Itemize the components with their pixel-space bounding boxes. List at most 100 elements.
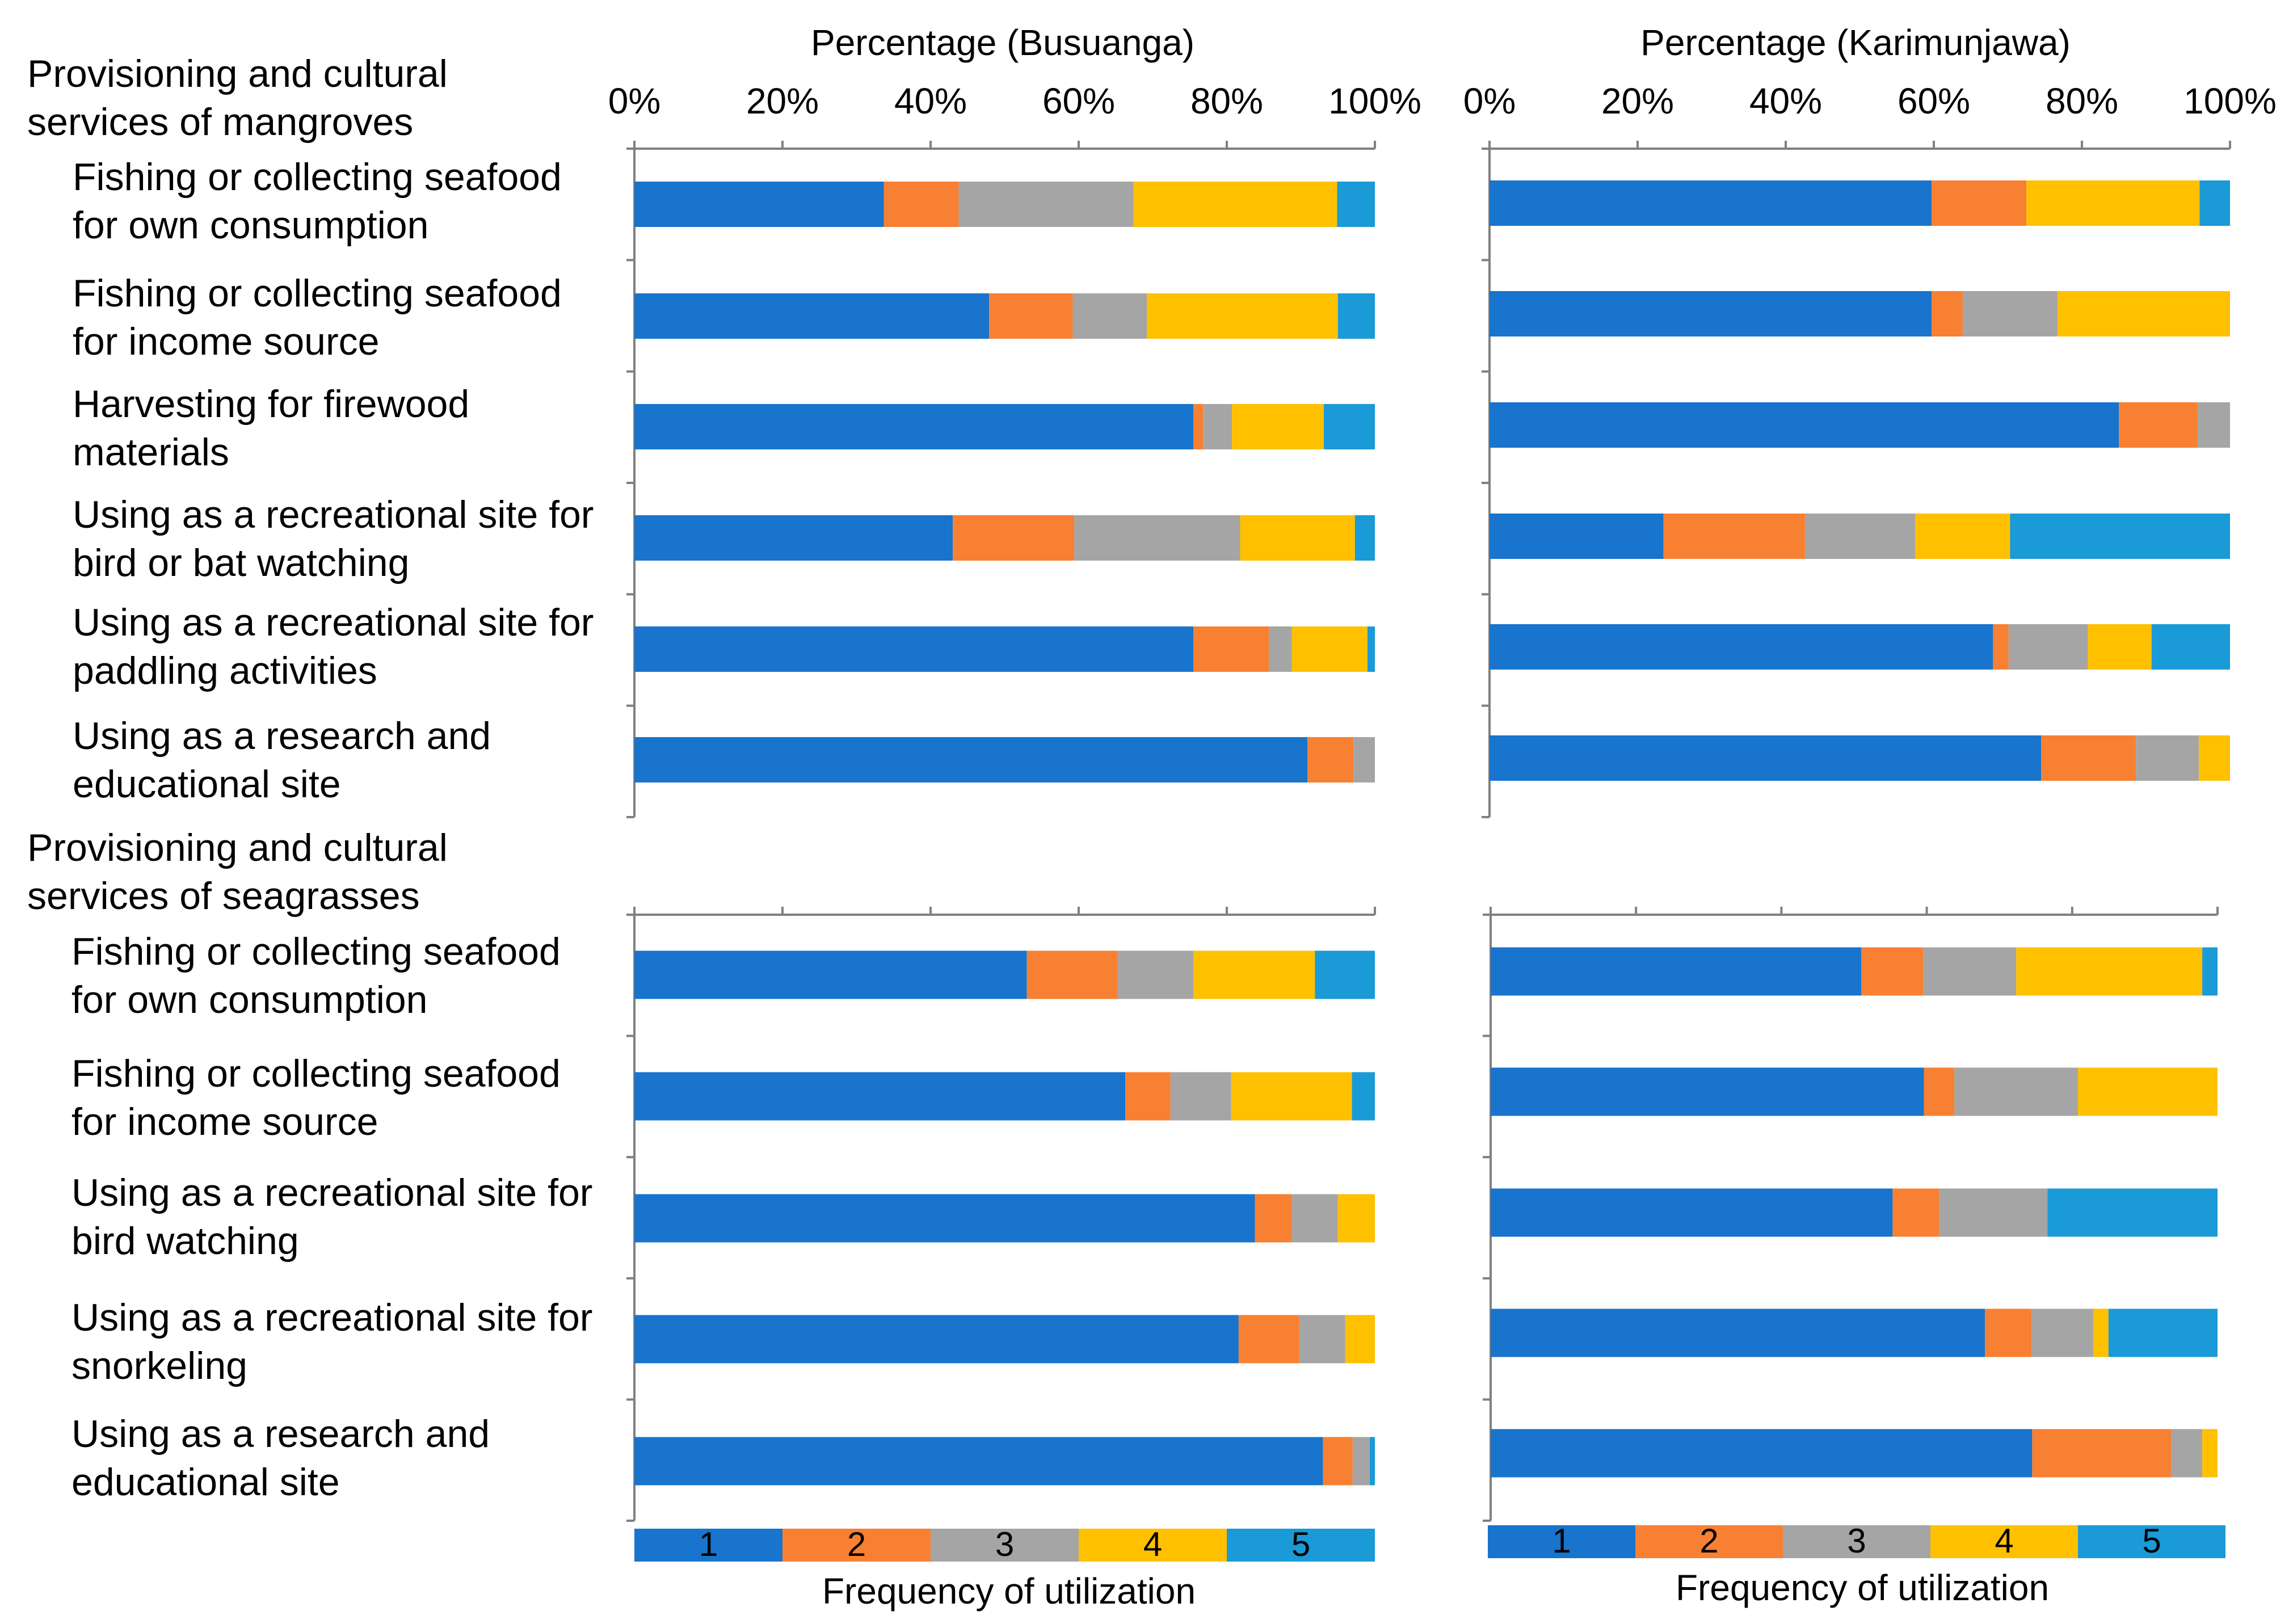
bar-busuanga-seagrasses-row3-level1 <box>634 1315 1239 1364</box>
bar-busuanga-mangroves-row4-level4 <box>1291 626 1368 672</box>
bar-karimunjawa-mangroves-row4-level5 <box>2151 624 2230 670</box>
bar-karimunjawa-mangroves-row5-level3 <box>2136 735 2199 781</box>
x-tick-label-karimunjawa-4: 80% <box>2046 81 2118 121</box>
bar-karimunjawa-seagrasses-row3-level1 <box>1491 1309 1985 1357</box>
bar-busuanga-mangroves-row4-level3 <box>1269 626 1292 672</box>
bar-busuanga-seagrasses-row0-level1 <box>634 950 1027 999</box>
bar-busuanga-seagrasses-row0-level2 <box>1026 950 1118 999</box>
bar-busuanga-seagrasses-row4-level5 <box>1369 1437 1375 1486</box>
bar-busuanga-seagrasses-row2-level1 <box>634 1194 1255 1243</box>
category-label-seagrasses-2-line1: Using as a recreational site for <box>71 1171 592 1214</box>
bar-karimunjawa-seagrasses-row2-level3 <box>1939 1188 2048 1237</box>
bar-karimunjawa-mangroves-row4-level3 <box>2008 624 2088 670</box>
bar-karimunjawa-seagrasses-row0-level1 <box>1491 947 1862 996</box>
bar-busuanga-seagrasses-row1-level5 <box>1352 1072 1375 1121</box>
bar-busuanga-mangroves-row0-level4 <box>1133 182 1337 227</box>
legend-title-karimunjawa: Frequency of utilization <box>1676 1567 2049 1608</box>
legend-label-karimunjawa-3: 3 <box>1847 1522 1866 1560</box>
bar-karimunjawa-seagrasses-row0-level2 <box>1861 947 1924 996</box>
legend-title-busuanga: Frequency of utilization <box>822 1571 1196 1612</box>
bar-busuanga-mangroves-row5-level1 <box>634 737 1308 782</box>
bar-karimunjawa-mangroves-row2-level3 <box>2197 402 2230 448</box>
category-label-mangroves-1-line2: for income source <box>73 320 379 363</box>
bar-busuanga-mangroves-row1-level5 <box>1337 293 1375 339</box>
legend-swatch-karimunjawa-5 <box>2078 1525 2225 1558</box>
bar-karimunjawa-mangroves-row0-level1 <box>1490 180 1932 226</box>
category-label-seagrasses-3-line1: Using as a recreational site for <box>71 1296 592 1339</box>
bar-busuanga-mangroves-row2-level2 <box>1193 404 1204 449</box>
bar-karimunjawa-mangroves-row1-level4 <box>2057 291 2230 336</box>
bar-busuanga-seagrasses-row1-level4 <box>1231 1072 1352 1121</box>
legend-label-karimunjawa-2: 2 <box>1699 1522 1718 1560</box>
section-title-seagrasses-line2: services of seagrasses <box>27 874 420 918</box>
bar-busuanga-mangroves-row3-level2 <box>953 515 1075 561</box>
x-tick-label-busuanga-1: 20% <box>746 81 819 121</box>
bar-busuanga-mangroves-row2-level5 <box>1323 404 1375 449</box>
bar-karimunjawa-mangroves-row5-level4 <box>2199 735 2230 781</box>
category-label-seagrasses-3-line2: snorkeling <box>71 1344 247 1387</box>
bar-busuanga-seagrasses-row3-level4 <box>1345 1315 1375 1364</box>
x-tick-label-karimunjawa-3: 60% <box>1897 81 1970 121</box>
bar-busuanga-seagrasses-row2-level2 <box>1255 1194 1292 1243</box>
bar-karimunjawa-seagrasses-row3-level5 <box>2108 1309 2218 1357</box>
category-label-seagrasses-2-line2: bird watching <box>71 1219 299 1263</box>
category-label-seagrasses-0-line2: for own consumption <box>71 978 427 1021</box>
bar-karimunjawa-mangroves-row2-level2 <box>2119 402 2198 448</box>
bar-busuanga-seagrasses-row4-level1 <box>634 1437 1323 1486</box>
bar-karimunjawa-mangroves-row4-level1 <box>1490 624 1993 670</box>
legend-label-karimunjawa-5: 5 <box>2142 1522 2161 1560</box>
bar-busuanga-mangroves-row1-level4 <box>1147 293 1338 339</box>
bar-busuanga-mangroves-row3-level4 <box>1240 515 1355 561</box>
legend-swatch-busuanga-4 <box>1079 1529 1227 1562</box>
category-label-mangroves-5-line2: educational site <box>73 763 341 806</box>
category-label-mangroves-2-line1: Harvesting for firewood <box>73 382 469 426</box>
bar-busuanga-seagrasses-row2-level4 <box>1337 1194 1375 1243</box>
legend-label-busuanga-5: 5 <box>1291 1525 1310 1563</box>
legend-label-busuanga-2: 2 <box>847 1525 866 1563</box>
legend-swatch-busuanga-1 <box>634 1529 782 1562</box>
bar-karimunjawa-seagrasses-row0-level3 <box>1923 947 2017 996</box>
panel-title-busuanga: Percentage (Busuanga) <box>811 22 1194 63</box>
category-label-seagrasses-4-line1: Using as a research and <box>71 1412 490 1455</box>
bar-busuanga-mangroves-row5-level3 <box>1353 737 1375 782</box>
bar-busuanga-mangroves-row2-level4 <box>1232 404 1324 449</box>
bar-busuanga-mangroves-row3-level1 <box>634 515 953 561</box>
bar-busuanga-mangroves-row3-level5 <box>1354 515 1375 561</box>
x-tick-label-karimunjawa-0: 0% <box>1463 81 1516 121</box>
legend-swatch-karimunjawa-2 <box>1635 1525 1783 1558</box>
bar-busuanga-mangroves-row4-level2 <box>1193 626 1269 672</box>
category-label-mangroves-2-line2: materials <box>73 431 229 474</box>
x-tick-label-busuanga-0: 0% <box>608 81 661 121</box>
category-label-mangroves-0-line1: Fishing or collecting seafood <box>73 155 562 199</box>
bar-busuanga-mangroves-row0-level3 <box>958 182 1134 227</box>
bar-karimunjawa-seagrasses-row4-level1 <box>1491 1429 2033 1478</box>
category-label-mangroves-4-line1: Using as a recreational site for <box>73 601 594 644</box>
bar-busuanga-mangroves-row2-level3 <box>1203 404 1232 449</box>
bar-busuanga-seagrasses-row3-level3 <box>1299 1315 1345 1364</box>
bar-busuanga-seagrasses-row1-level2 <box>1125 1072 1171 1121</box>
bar-karimunjawa-seagrasses-row1-level4 <box>2078 1067 2218 1116</box>
category-label-seagrasses-0-line1: Fishing or collecting seafood <box>71 930 561 973</box>
category-label-mangroves-0-line2: for own consumption <box>73 204 428 247</box>
bar-busuanga-mangroves-row0-level2 <box>883 182 959 227</box>
bar-karimunjawa-mangroves-row5-level1 <box>1490 735 2042 781</box>
bar-karimunjawa-mangroves-row3-level1 <box>1490 514 1664 559</box>
bar-karimunjawa-seagrasses-row4-level2 <box>2032 1429 2172 1478</box>
category-label-mangroves-4-line2: paddling activities <box>73 649 377 692</box>
legend-label-busuanga-4: 4 <box>1143 1525 1162 1563</box>
section-title-mangroves-line2: services of mangroves <box>27 100 413 144</box>
bar-karimunjawa-seagrasses-row3-level4 <box>2093 1309 2109 1357</box>
bar-busuanga-mangroves-row4-level1 <box>634 626 1194 672</box>
bar-karimunjawa-seagrasses-row1-level1 <box>1491 1067 1924 1116</box>
bar-karimunjawa-seagrasses-row2-level2 <box>1892 1188 1939 1237</box>
x-tick-label-karimunjawa-2: 40% <box>1749 81 1822 121</box>
bar-busuanga-mangroves-row0-level1 <box>634 182 884 227</box>
bar-karimunjawa-mangroves-row1-level3 <box>1962 291 2058 336</box>
x-tick-label-karimunjawa-1: 20% <box>1601 81 1674 121</box>
bar-busuanga-mangroves-row5-level2 <box>1307 737 1354 782</box>
bar-karimunjawa-seagrasses-row2-level1 <box>1491 1188 1893 1237</box>
bar-karimunjawa-seagrasses-row1-level3 <box>1954 1067 2079 1116</box>
legend-label-karimunjawa-1: 1 <box>1552 1522 1571 1560</box>
bar-busuanga-seagrasses-row3-level2 <box>1238 1315 1299 1364</box>
bar-busuanga-seagrasses-row1-level1 <box>634 1072 1126 1121</box>
